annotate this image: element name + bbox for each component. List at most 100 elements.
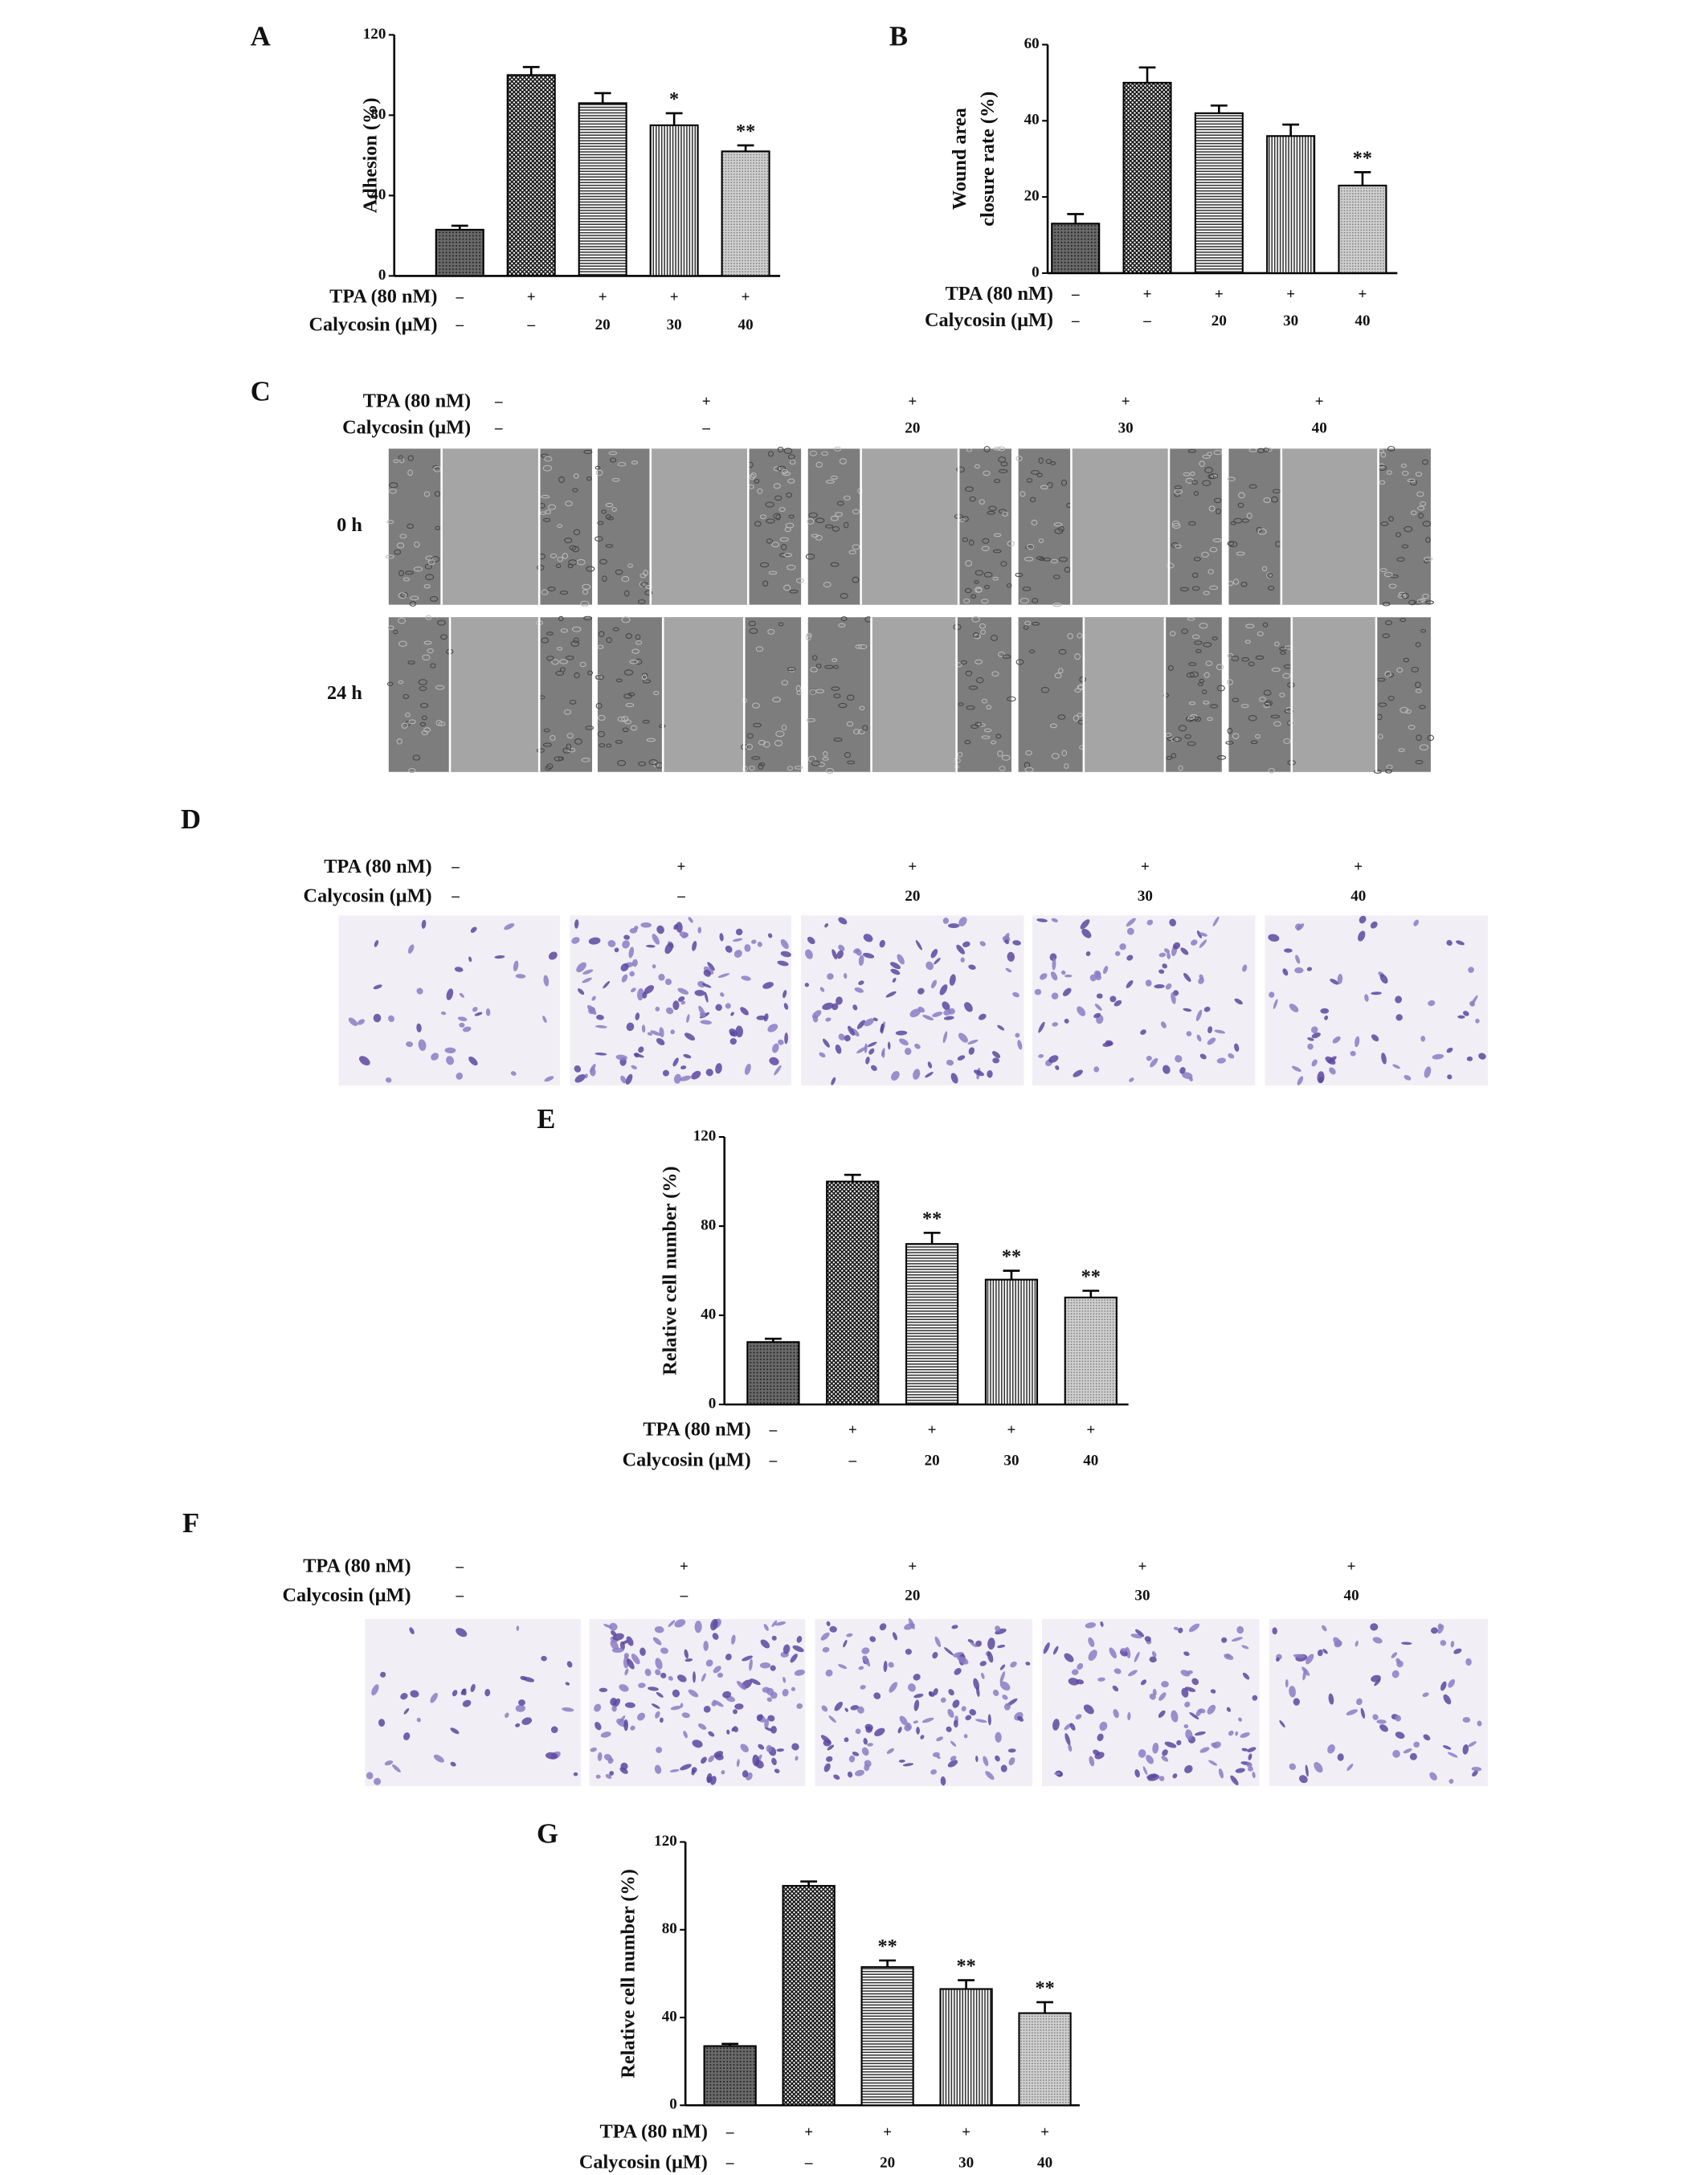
cell — [701, 983, 712, 988]
cell — [1269, 991, 1275, 998]
cell — [577, 988, 585, 996]
cell — [1172, 736, 1182, 742]
cell — [1119, 943, 1126, 951]
cell — [1212, 538, 1222, 543]
cell — [980, 629, 986, 635]
cell — [1048, 1055, 1059, 1063]
condition-value: – — [1071, 313, 1080, 329]
cell — [658, 973, 665, 981]
cell — [606, 637, 612, 644]
cell — [868, 1048, 875, 1055]
cell — [625, 633, 632, 640]
cell — [610, 1640, 619, 1650]
condition-value: + — [908, 1558, 917, 1575]
cell — [997, 750, 1003, 757]
cell — [763, 1624, 769, 1631]
cell — [1386, 470, 1392, 475]
cell — [599, 558, 607, 565]
cell — [780, 951, 791, 958]
cell — [1409, 1752, 1417, 1760]
cell — [1225, 741, 1234, 745]
cell — [1172, 942, 1181, 950]
cell — [922, 1014, 934, 1020]
cell — [1064, 1653, 1074, 1662]
cell — [543, 728, 550, 733]
y-tick-label: 80 — [662, 1920, 677, 1937]
cell — [1167, 736, 1175, 742]
cell — [1163, 1065, 1171, 1074]
cell — [774, 1621, 787, 1626]
cell — [1057, 714, 1066, 720]
cell — [895, 1030, 908, 1036]
cell — [573, 637, 579, 644]
cell — [1387, 446, 1395, 452]
cell — [634, 926, 639, 930]
cell — [794, 1669, 805, 1676]
cell — [886, 1748, 894, 1754]
cell — [398, 617, 407, 624]
cell — [1199, 1747, 1210, 1753]
bar — [984, 1278, 1039, 1406]
cell — [611, 507, 617, 512]
cell — [1201, 689, 1207, 694]
cell — [844, 521, 849, 529]
cell — [494, 955, 505, 959]
cell — [773, 513, 781, 520]
cell — [1010, 1661, 1017, 1668]
cell — [1311, 1032, 1321, 1039]
cell — [715, 1063, 722, 1074]
cell — [1263, 497, 1271, 504]
cell — [759, 1662, 771, 1669]
cell — [860, 1685, 866, 1690]
cell — [1297, 1076, 1304, 1085]
cell — [1154, 984, 1165, 989]
condition-value: – — [451, 888, 460, 905]
cell — [563, 709, 572, 715]
cell — [844, 973, 848, 979]
cell — [623, 1719, 629, 1731]
cell — [1420, 501, 1427, 507]
cell — [594, 1703, 602, 1712]
cell — [759, 562, 770, 568]
cell — [821, 451, 828, 456]
cell — [1175, 544, 1182, 549]
cell — [374, 1777, 382, 1785]
cell — [809, 450, 817, 456]
cell — [1196, 930, 1203, 938]
condition-value: – — [1142, 313, 1151, 329]
cell — [790, 1654, 798, 1663]
cell — [608, 451, 618, 456]
cell — [1126, 979, 1134, 988]
cell — [963, 1734, 968, 1739]
cell — [672, 1000, 680, 1011]
cell — [1113, 1000, 1122, 1007]
cell — [740, 1744, 749, 1752]
cell — [1054, 673, 1062, 679]
cell — [1207, 1037, 1216, 1045]
panel-label: G — [537, 1818, 558, 1850]
cell — [1149, 1656, 1157, 1663]
cell — [656, 1747, 663, 1753]
cell — [1171, 520, 1180, 527]
cell — [541, 1655, 547, 1662]
cell — [1328, 1693, 1334, 1705]
error-bar — [844, 1173, 861, 1182]
cell — [707, 962, 715, 971]
cell — [542, 517, 551, 522]
cell — [596, 1014, 604, 1020]
cell — [778, 622, 784, 627]
cell — [373, 984, 382, 990]
condition-value: – — [725, 2154, 734, 2171]
y-tick-label: 80 — [370, 106, 386, 123]
cell — [348, 1017, 358, 1027]
y-axis-label: Adhesion (%) — [360, 98, 382, 214]
cell — [1068, 1678, 1079, 1686]
condition-value: + — [928, 1421, 937, 1438]
cell — [854, 1769, 864, 1776]
cell — [516, 1625, 520, 1631]
cell — [1235, 1768, 1245, 1773]
cell — [387, 625, 394, 631]
cell — [843, 495, 851, 501]
cell — [954, 662, 962, 668]
